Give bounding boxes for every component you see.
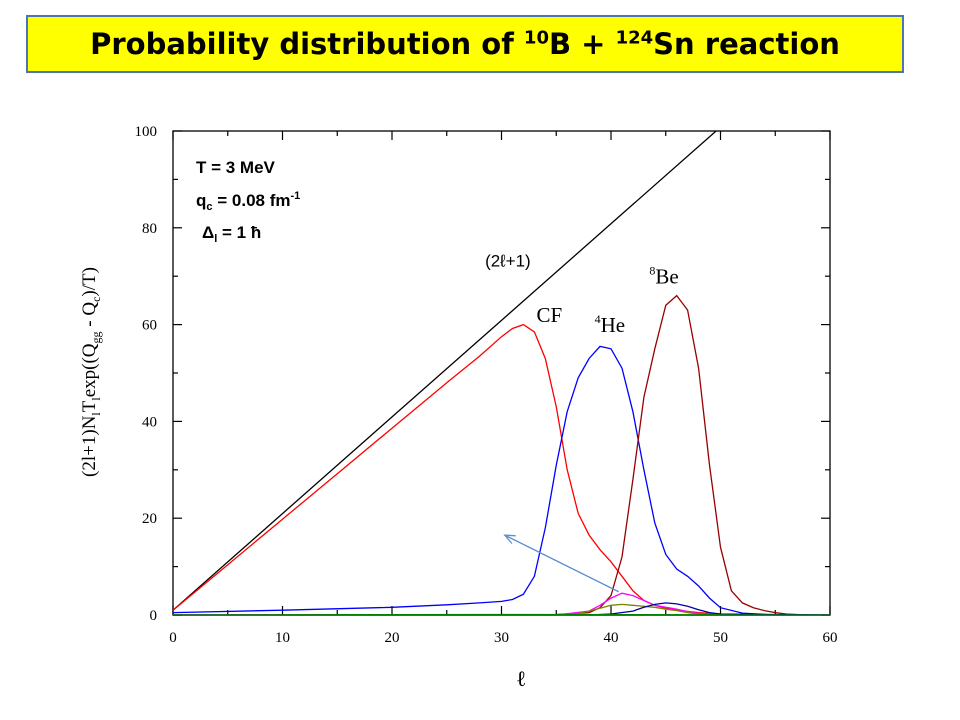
series-line-0 bbox=[173, 131, 717, 611]
x-tick-label: 50 bbox=[713, 630, 728, 646]
y-tick-label: 100 bbox=[135, 124, 158, 140]
y-label-part: )/T) bbox=[79, 267, 100, 297]
param-temperature: T = 3 MeV bbox=[196, 158, 276, 177]
series-line-1 bbox=[173, 323, 830, 615]
chart-series-layer bbox=[173, 131, 830, 615]
annotation-2l-plus-1: (2ℓ+1) bbox=[485, 252, 531, 271]
x-tick-label: 10 bbox=[275, 630, 290, 646]
param-qc-sub: c bbox=[206, 201, 212, 213]
y-tick-label: 60 bbox=[142, 318, 157, 334]
annotation-he4-symbol: He bbox=[601, 313, 626, 337]
x-tick-label: 60 bbox=[823, 630, 838, 646]
x-tick-label: 30 bbox=[494, 630, 509, 646]
title-sup-tin-mass: 124 bbox=[615, 27, 654, 49]
y-axis-label: (2l+1)NlTlexp((Qgg - Qc)/T) bbox=[79, 267, 103, 477]
param-qc-main: q bbox=[196, 191, 206, 210]
param-delta-symbol: Δ bbox=[202, 223, 214, 242]
y-tick-label: 80 bbox=[142, 221, 157, 237]
y-label-sub: l bbox=[89, 397, 103, 401]
y-label-part: T bbox=[79, 400, 100, 412]
param-qc-exp: -1 bbox=[290, 190, 300, 202]
y-label-part: exp((Q bbox=[79, 343, 100, 397]
title-banner: Probability distribution of 10B + 124Sn … bbox=[26, 15, 904, 73]
title-mid: B + bbox=[548, 27, 616, 61]
y-tick-label: 20 bbox=[142, 511, 157, 527]
param-delta-sub: l bbox=[214, 233, 217, 245]
series-line-6 bbox=[173, 602, 830, 615]
param-delta-value: = 1 ħ bbox=[217, 223, 261, 242]
y-label-sub: c bbox=[89, 297, 103, 302]
title-sup-boron-mass: 10 bbox=[523, 27, 549, 49]
x-tick-label: 0 bbox=[169, 630, 177, 646]
x-axis-label: ℓ bbox=[516, 666, 527, 691]
annotation-be8-symbol: Be bbox=[655, 264, 678, 288]
annotation-he4-mass: 4 bbox=[595, 312, 601, 326]
annotation-arrow-head bbox=[503, 534, 516, 544]
x-tick-label: 20 bbox=[385, 630, 400, 646]
y-tick-label: 0 bbox=[150, 608, 158, 624]
series-line-5 bbox=[173, 603, 830, 615]
page-title: Probability distribution of 10B + 124Sn … bbox=[90, 27, 840, 61]
y-label-part: - Q bbox=[79, 302, 100, 332]
param-qc: qc = 0.08 fm-1 bbox=[196, 190, 300, 213]
annotation-cf: CF bbox=[537, 303, 563, 327]
y-label-sub: l bbox=[89, 412, 103, 416]
y-tick-label: 40 bbox=[142, 414, 157, 430]
param-qc-value: = 0.08 fm bbox=[213, 191, 291, 210]
y-label-sub: gg bbox=[89, 331, 103, 343]
title-prefix: Probability distribution of bbox=[90, 27, 524, 61]
chart-tick-labels: 0 10 20 30 40 50 60 0 20 40 60 80 100 bbox=[135, 124, 838, 646]
annotation-arrow-shaft bbox=[504, 534, 619, 593]
series-line-4 bbox=[173, 592, 830, 615]
annotation-arrow-layer bbox=[503, 534, 619, 593]
y-label-part: (2l+1)N bbox=[79, 415, 100, 477]
x-tick-label: 40 bbox=[604, 630, 619, 646]
annotation-he4: 4He bbox=[595, 312, 626, 337]
annotation-be8: 8Be bbox=[649, 263, 678, 288]
param-delta: Δl = 1 ħ bbox=[202, 223, 261, 245]
series-line-3 bbox=[173, 294, 830, 615]
title-suffix: Sn reaction bbox=[653, 27, 840, 61]
series-line-7 bbox=[173, 613, 830, 615]
series-line-2 bbox=[173, 345, 830, 615]
annotation-be8-mass: 8 bbox=[649, 263, 655, 277]
